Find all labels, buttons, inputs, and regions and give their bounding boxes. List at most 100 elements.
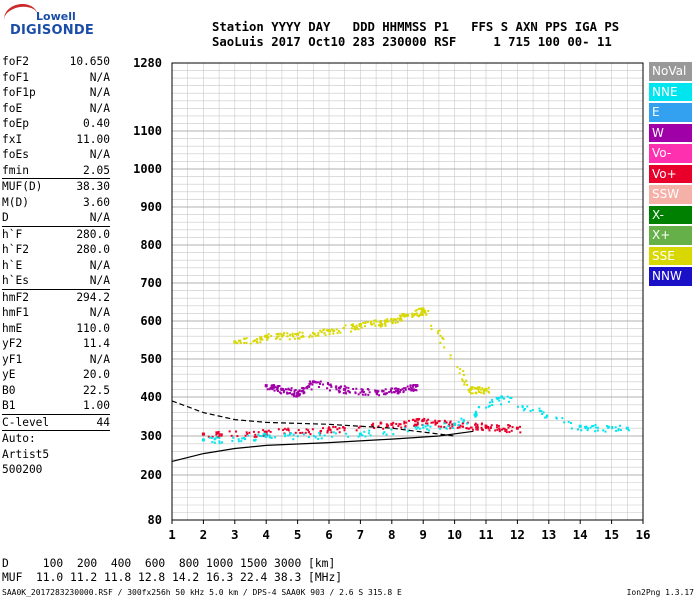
echo-point — [308, 383, 311, 386]
echo-point — [369, 322, 372, 325]
logo-line1: Lowell — [36, 10, 76, 23]
echo-point — [372, 425, 375, 428]
echo-point — [268, 434, 271, 437]
x-tick-label: 11 — [478, 527, 493, 542]
echo-point — [540, 410, 543, 413]
echo-point — [343, 429, 346, 432]
echo-point — [392, 426, 395, 429]
echo-point — [307, 429, 310, 432]
echo-point — [392, 433, 395, 436]
echo-point — [375, 320, 378, 323]
echo-point — [415, 418, 418, 421]
legend-item-ssw: SSW — [649, 185, 692, 204]
echo-point — [362, 391, 365, 394]
echo-point — [392, 391, 395, 394]
param-row: h`F 280.0 — [2, 227, 110, 243]
echo-point — [391, 320, 394, 323]
x-tick-label: 5 — [294, 527, 302, 542]
data-point — [421, 308, 425, 312]
echo-point — [289, 334, 292, 337]
param-name: yF1 — [2, 352, 23, 366]
echo-point — [480, 391, 483, 394]
echo-point — [424, 312, 427, 315]
echo-point — [449, 420, 452, 423]
y-tick-label: 1000 — [133, 162, 162, 176]
echo-point — [301, 431, 304, 434]
separator — [2, 288, 110, 290]
echo-point — [294, 388, 297, 391]
echo-point — [325, 329, 328, 332]
echo-point — [526, 405, 529, 408]
echo-point — [228, 430, 231, 433]
echo-point — [542, 411, 545, 414]
echo-point — [394, 318, 397, 321]
echo-point — [594, 423, 597, 426]
echo-point — [374, 324, 377, 327]
echo-point — [388, 391, 391, 394]
param-value: 2.05 — [83, 163, 110, 177]
x-tick-label: 4 — [262, 527, 270, 542]
echo-point — [507, 424, 510, 427]
echo-point — [481, 428, 484, 431]
echo-point — [503, 427, 506, 430]
echo-point — [292, 393, 295, 396]
param-name: D — [2, 211, 9, 224]
param-name: foF1p — [2, 86, 36, 99]
param-name: MUF(D) — [2, 180, 43, 193]
echo-point — [497, 424, 500, 427]
param-row: h`Es N/A — [2, 273, 110, 289]
echo-point — [364, 435, 367, 438]
echo-point — [411, 315, 414, 318]
echo-point — [413, 424, 416, 427]
echo-point — [360, 390, 363, 393]
echo-point — [437, 420, 440, 423]
series-sse — [233, 307, 491, 395]
echo-point — [392, 318, 395, 321]
echo-point — [298, 331, 301, 334]
echo-point — [319, 382, 322, 385]
echo-point — [384, 388, 387, 391]
echo-point — [394, 387, 397, 390]
separator — [2, 430, 110, 431]
echo-point — [220, 434, 223, 437]
param-value: N/A — [89, 86, 110, 99]
echo-point — [355, 387, 358, 390]
echo-point — [487, 386, 490, 389]
param-name: fxI — [2, 132, 23, 146]
echo-point — [244, 434, 247, 437]
echo-point — [263, 430, 266, 433]
echo-point — [366, 320, 369, 323]
param-value: N/A — [89, 211, 110, 224]
echo-point — [293, 337, 296, 340]
echo-point — [257, 431, 260, 434]
echo-point — [271, 387, 274, 390]
echo-point — [462, 370, 465, 373]
param-name: foEs — [2, 148, 29, 161]
muf-table: D 100 200 400 600 800 1000 1500 3000 [km… — [2, 557, 342, 585]
data-point — [343, 387, 347, 391]
echo-point — [364, 393, 367, 396]
echo-point — [607, 425, 610, 428]
echo-point — [507, 400, 510, 403]
echo-point — [292, 433, 295, 436]
echo-point — [271, 386, 274, 389]
echo-point — [259, 341, 262, 344]
echo-point — [210, 436, 213, 439]
echo-point — [404, 388, 407, 391]
echo-point — [480, 388, 483, 391]
param-row: B1 1.00 — [2, 398, 110, 414]
echo-point — [255, 435, 258, 438]
echo-point — [488, 391, 491, 394]
echo-point — [401, 314, 404, 317]
echo-point — [330, 385, 333, 388]
echo-point — [424, 425, 427, 428]
echo-point — [370, 321, 373, 324]
echo-point — [287, 429, 290, 432]
echo-point — [257, 433, 260, 436]
echo-point — [254, 433, 257, 436]
echo-point — [545, 414, 548, 417]
echo-point — [424, 309, 427, 312]
echo-point — [410, 389, 413, 392]
echo-point — [438, 420, 441, 423]
echo-point — [412, 418, 415, 421]
